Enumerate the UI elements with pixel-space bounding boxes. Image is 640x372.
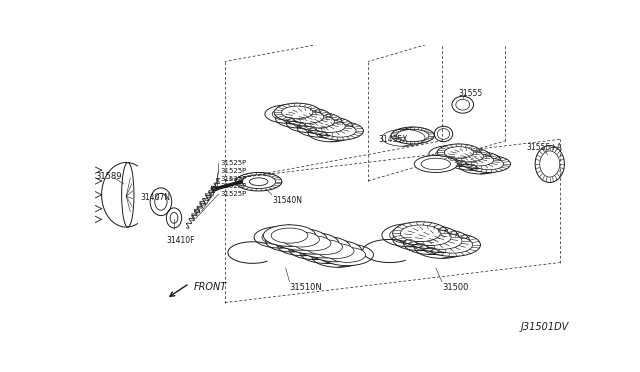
Ellipse shape [444,147,474,158]
Ellipse shape [412,229,451,246]
Ellipse shape [317,243,354,259]
Ellipse shape [421,158,451,170]
Ellipse shape [294,236,331,251]
Text: 31410F: 31410F [166,235,195,245]
Ellipse shape [324,125,356,137]
Ellipse shape [422,232,462,249]
Ellipse shape [447,148,490,165]
Ellipse shape [414,230,470,253]
Ellipse shape [283,232,319,247]
Ellipse shape [263,225,316,246]
Text: 31407N: 31407N [140,193,170,202]
Text: 31540N: 31540N [273,196,303,205]
Ellipse shape [458,152,500,169]
Text: 31589: 31589 [95,172,122,181]
Text: 31500: 31500 [442,283,468,292]
Ellipse shape [414,155,458,173]
Ellipse shape [282,106,313,119]
Ellipse shape [292,111,324,123]
Ellipse shape [464,154,493,166]
Text: 31555+A: 31555+A [527,143,563,152]
Ellipse shape [393,222,448,245]
Ellipse shape [271,228,308,243]
Ellipse shape [401,225,440,241]
Ellipse shape [437,144,481,161]
Ellipse shape [433,237,473,253]
Text: 31525P: 31525P [220,160,246,166]
Ellipse shape [307,117,353,135]
Ellipse shape [321,244,373,266]
Text: 31525P: 31525P [220,168,246,174]
Ellipse shape [454,151,484,162]
Ellipse shape [317,122,364,140]
Ellipse shape [474,158,504,170]
Text: 31435X: 31435X [378,135,408,144]
Text: 31525P: 31525P [220,183,246,189]
Ellipse shape [275,229,327,250]
Ellipse shape [403,225,459,249]
Text: 31525P: 31525P [220,176,246,182]
Ellipse shape [314,120,345,132]
Text: 31510N: 31510N [289,283,323,292]
Ellipse shape [329,247,365,262]
Ellipse shape [274,103,320,122]
Text: FRONT: FRONT [193,282,227,292]
Ellipse shape [287,232,339,254]
Text: J31501DV: J31501DV [520,322,569,332]
Text: 31555: 31555 [459,89,483,98]
Ellipse shape [285,108,331,126]
Ellipse shape [306,240,342,255]
Ellipse shape [303,115,335,128]
Ellipse shape [296,112,342,131]
Text: 31525P: 31525P [220,191,246,197]
Ellipse shape [298,236,350,258]
Ellipse shape [467,155,511,173]
Ellipse shape [425,233,481,256]
Ellipse shape [310,240,362,262]
